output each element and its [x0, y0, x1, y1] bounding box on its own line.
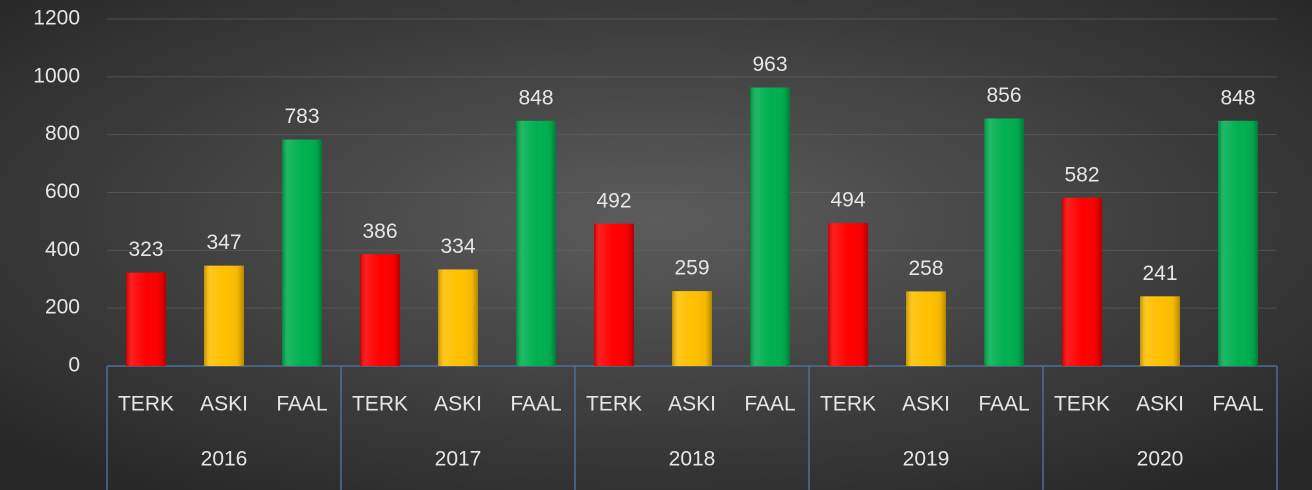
bar-shade — [126, 272, 166, 366]
value-label: 582 — [1064, 163, 1099, 186]
x-tick-label: ASKI — [1136, 393, 1184, 416]
x-tick-label: ASKI — [668, 393, 716, 416]
y-tick-label: 400 — [45, 238, 80, 261]
value-label: 783 — [284, 105, 319, 128]
x-tick-label: FAAL — [276, 393, 327, 416]
y-tick-label: 600 — [45, 180, 80, 203]
x-tick-label: FAAL — [978, 393, 1029, 416]
x-group-label: 2020 — [1137, 448, 1184, 471]
value-label: 848 — [518, 86, 553, 109]
x-group-label: 2019 — [903, 448, 950, 471]
value-label: 347 — [206, 231, 241, 254]
x-tick-label: TERK — [586, 393, 642, 416]
x-tick-label: TERK — [820, 393, 876, 416]
bar-shade — [594, 223, 634, 366]
x-group-label: 2016 — [201, 448, 248, 471]
x-group-label: 2018 — [669, 448, 716, 471]
value-label: 258 — [908, 257, 943, 280]
x-tick-label: FAAL — [744, 393, 795, 416]
y-tick-label: 800 — [45, 122, 80, 145]
value-label: 494 — [830, 189, 865, 212]
x-tick-label: ASKI — [200, 393, 248, 416]
x-tick-label: TERK — [352, 393, 408, 416]
bar-shade — [1062, 197, 1102, 366]
x-tick-label: ASKI — [434, 393, 482, 416]
value-label: 323 — [128, 238, 163, 261]
bar-shade — [204, 265, 244, 366]
bar-shade — [984, 118, 1024, 367]
bar-shade — [828, 223, 868, 366]
bar-shade — [750, 87, 790, 366]
y-tick-label: 1000 — [33, 64, 80, 87]
value-label: 386 — [362, 220, 397, 243]
value-label: 848 — [1220, 86, 1255, 109]
y-tick-label: 200 — [45, 296, 80, 319]
x-tick-label: TERK — [118, 393, 174, 416]
bar-shade — [906, 291, 946, 366]
x-tick-label: ASKI — [902, 393, 950, 416]
bar-shade — [438, 269, 478, 366]
y-tick-label: 0 — [68, 354, 80, 377]
x-tick-label: FAAL — [1212, 393, 1263, 416]
value-label: 963 — [752, 53, 787, 76]
value-label: 856 — [986, 84, 1021, 107]
bar-shade — [1140, 296, 1180, 366]
bar-shade — [282, 139, 322, 366]
bar-shade — [1218, 120, 1258, 366]
y-tick-label: 1200 — [33, 7, 80, 30]
value-label: 492 — [596, 189, 631, 212]
value-label: 241 — [1142, 262, 1177, 285]
bar-shade — [516, 120, 556, 366]
x-tick-label: TERK — [1054, 393, 1110, 416]
bar-shade — [672, 291, 712, 366]
x-group-label: 2017 — [435, 448, 482, 471]
x-tick-label: FAAL — [510, 393, 561, 416]
bar-shade — [360, 254, 400, 366]
value-label: 334 — [440, 235, 475, 258]
value-label: 259 — [674, 257, 709, 280]
